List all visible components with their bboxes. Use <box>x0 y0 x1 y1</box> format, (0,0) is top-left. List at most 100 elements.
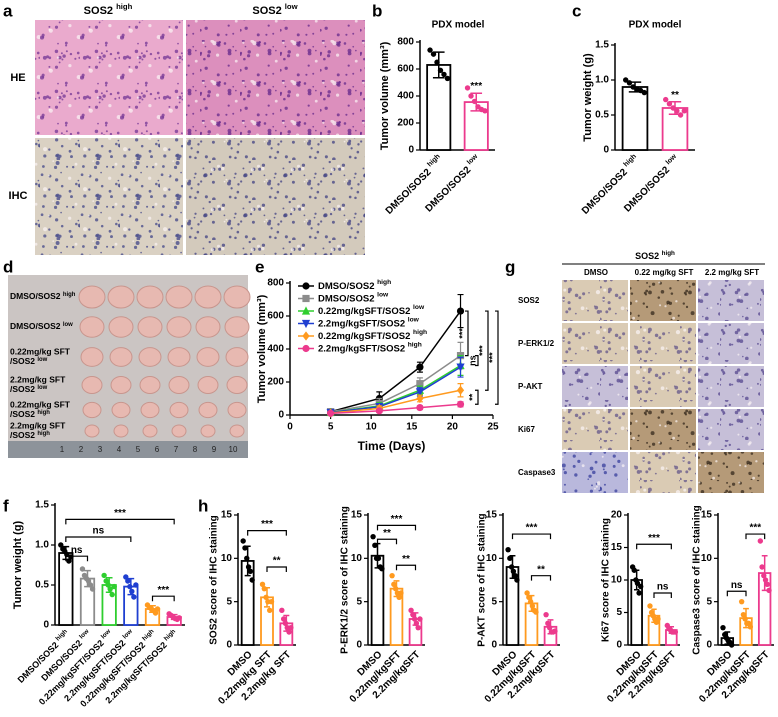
row-label: P-AKT <box>518 382 543 391</box>
y-tick-label: 1.5 <box>595 40 609 51</box>
data-point <box>670 105 676 111</box>
data-point <box>79 566 86 572</box>
significance: ns <box>71 545 83 556</box>
tumor <box>80 347 104 367</box>
tumor <box>137 316 163 338</box>
tumor <box>229 424 245 438</box>
tumor <box>108 316 134 338</box>
significance-bracket <box>65 536 132 542</box>
panel-letter: g <box>505 257 515 276</box>
y-axis-label: SOS2 score of IHC staining <box>209 515 220 644</box>
y-tick-label: 5 <box>616 607 622 618</box>
panel-letter: d <box>3 257 13 276</box>
text-main: SOS2 <box>84 5 116 17</box>
row-label: DMSO/SOS2 high <box>10 291 76 301</box>
data-point <box>288 624 294 631</box>
series-line <box>330 366 461 414</box>
micrograph <box>562 323 628 364</box>
series-line <box>330 310 462 413</box>
data-point <box>398 590 404 596</box>
tumor <box>227 401 247 419</box>
tumor <box>113 424 129 438</box>
data-point <box>242 545 248 551</box>
significance-bracket <box>636 543 672 550</box>
data-point <box>655 616 661 622</box>
data-point <box>286 629 292 635</box>
y-axis-label: Tumor volume (mm³) <box>256 294 268 403</box>
tumor <box>200 424 216 438</box>
tumor <box>196 347 220 367</box>
data-point <box>728 642 735 648</box>
data-point <box>279 607 285 614</box>
significance: *** <box>749 523 761 534</box>
data-point <box>738 598 745 605</box>
text-superscript: high <box>163 628 177 642</box>
y-tick-label: 200 <box>267 377 284 388</box>
tumor <box>139 376 161 394</box>
data-point <box>514 577 520 583</box>
x-tick-label: 20 <box>447 422 459 433</box>
tumor <box>140 401 160 419</box>
text-superscript: low <box>285 2 298 11</box>
marker <box>416 393 424 404</box>
text-main: /SOS2 <box>10 384 37 394</box>
marker <box>416 380 424 388</box>
data-point <box>389 572 395 579</box>
data-point <box>259 581 266 588</box>
column-header: SOS2 high <box>84 2 133 17</box>
data-point <box>152 610 159 616</box>
legend-label: 0.22mg/kgSFT/SOS2 low <box>318 304 425 316</box>
micrograph <box>562 409 628 450</box>
row-label: 2.2mg/kg SFT <box>10 374 66 384</box>
ruler-number: 1 <box>60 445 65 454</box>
text-superscript: high <box>116 2 133 11</box>
y-axis-label: P-ERK1/2 score of IHC staining <box>340 506 351 654</box>
text-superscript: high <box>408 342 422 349</box>
text-main: SOS2 <box>635 251 662 261</box>
data-point <box>247 568 254 575</box>
panel-letter: c <box>572 1 581 20</box>
data-point <box>441 71 447 78</box>
tumor <box>136 285 164 309</box>
y-tick-label: 0 <box>408 145 414 156</box>
marker <box>302 331 310 341</box>
series-line <box>330 403 461 415</box>
micrograph <box>630 280 696 321</box>
tumor <box>225 347 249 367</box>
data-point <box>410 611 416 618</box>
data-point <box>510 568 517 575</box>
data-point <box>109 591 115 598</box>
data-point <box>430 51 437 57</box>
row-label: DMSO/SOS2 low <box>10 321 73 331</box>
y-tick-label: 600 <box>267 311 284 322</box>
data-point <box>391 581 397 588</box>
data-point <box>111 583 117 590</box>
text-superscript: low <box>413 304 425 311</box>
significance-bracket <box>745 533 766 540</box>
y-tick-label: 0 <box>491 640 497 651</box>
text-superscript: low <box>122 628 134 640</box>
y-axis-label: Tumor weight (g) <box>582 53 594 142</box>
text-main: /SOS2 <box>10 409 37 419</box>
ruler-number: 4 <box>117 445 122 454</box>
data-point <box>249 577 255 583</box>
ruler-number: 3 <box>98 445 103 454</box>
column-header: DMSO <box>584 268 608 277</box>
data-point <box>154 606 161 612</box>
data-point <box>411 616 418 622</box>
ruler-number: 10 <box>229 445 238 454</box>
legend-label: 2.2mg/kgSFT/SOS2 high <box>318 342 422 354</box>
tumor <box>224 316 250 338</box>
significance-bracket <box>65 518 175 525</box>
significance-bracket <box>151 595 175 602</box>
significance: ns <box>92 526 104 537</box>
y-tick-label: 10 <box>611 575 623 586</box>
row-label: IHC <box>9 190 28 202</box>
tumor <box>107 285 135 309</box>
micrograph <box>562 366 628 407</box>
data-point <box>545 620 551 627</box>
data-point <box>747 624 754 630</box>
y-tick-label: 1.5 <box>35 500 49 511</box>
y-tick-label: 20 <box>611 510 623 521</box>
